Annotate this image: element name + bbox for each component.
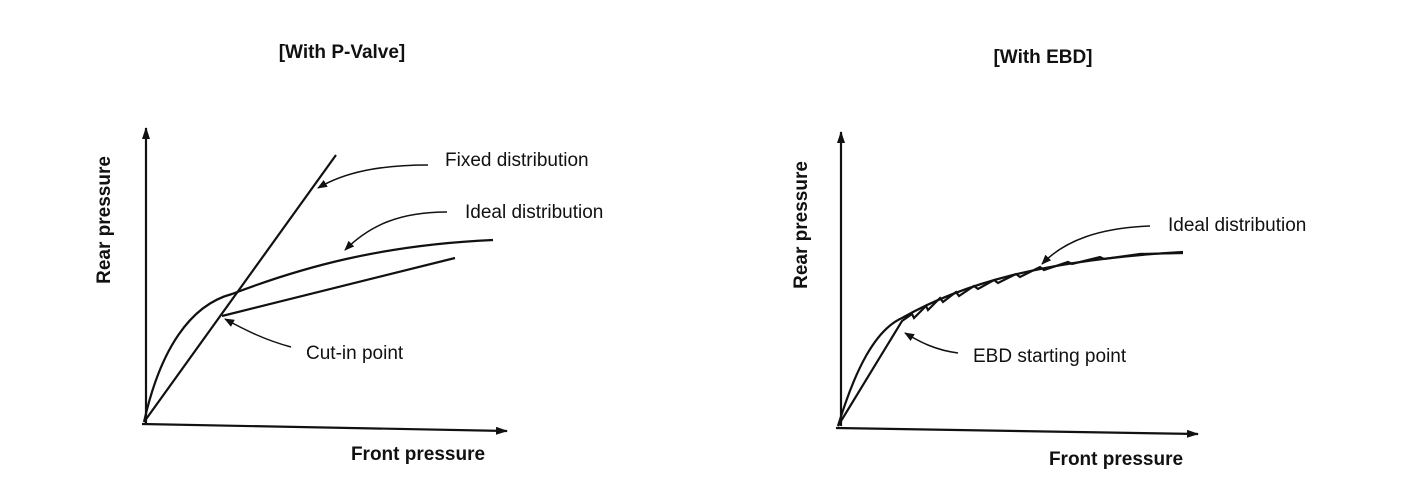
- ideal-distribution-label: Ideal distribution: [1168, 215, 1306, 236]
- y-axis-label: Rear pressure: [94, 156, 115, 284]
- ideal-arrow: [1041, 225, 1151, 265]
- p-valve-diagram: [With P-Valve] Rear pressure Front press…: [94, 42, 603, 465]
- p-valve-title: [With P-Valve]: [279, 42, 406, 63]
- x-axis: [835, 426, 1199, 438]
- x-axis-label: Front pressure: [1049, 449, 1183, 470]
- x-axis: [141, 422, 508, 435]
- fixed-distribution-line: [143, 154, 337, 423]
- ideal-distribution-curve: [142, 238, 494, 423]
- ideal-arrow: [344, 211, 448, 251]
- x-axis-label: Front pressure: [351, 444, 485, 465]
- cutin-arrow: [224, 318, 292, 348]
- fixed-distribution-label: Fixed distribution: [445, 150, 589, 171]
- ebd-title: [With EBD]: [993, 47, 1092, 68]
- p-valve-distribution-line: [221, 256, 456, 318]
- cutin-point-label: Cut-in point: [306, 343, 404, 364]
- ideal-distribution-label: Ideal distribution: [465, 202, 603, 223]
- y-axis-label: Rear pressure: [791, 161, 812, 289]
- fixed-arrow: [317, 164, 429, 189]
- ebd-diagram: [With EBD] Rear pressure Front pressure …: [791, 47, 1306, 470]
- ebd-distribution-line: [837, 251, 1184, 427]
- ebd-starting-point-label: EBD starting point: [973, 346, 1127, 367]
- ebd-arrow: [904, 332, 959, 354]
